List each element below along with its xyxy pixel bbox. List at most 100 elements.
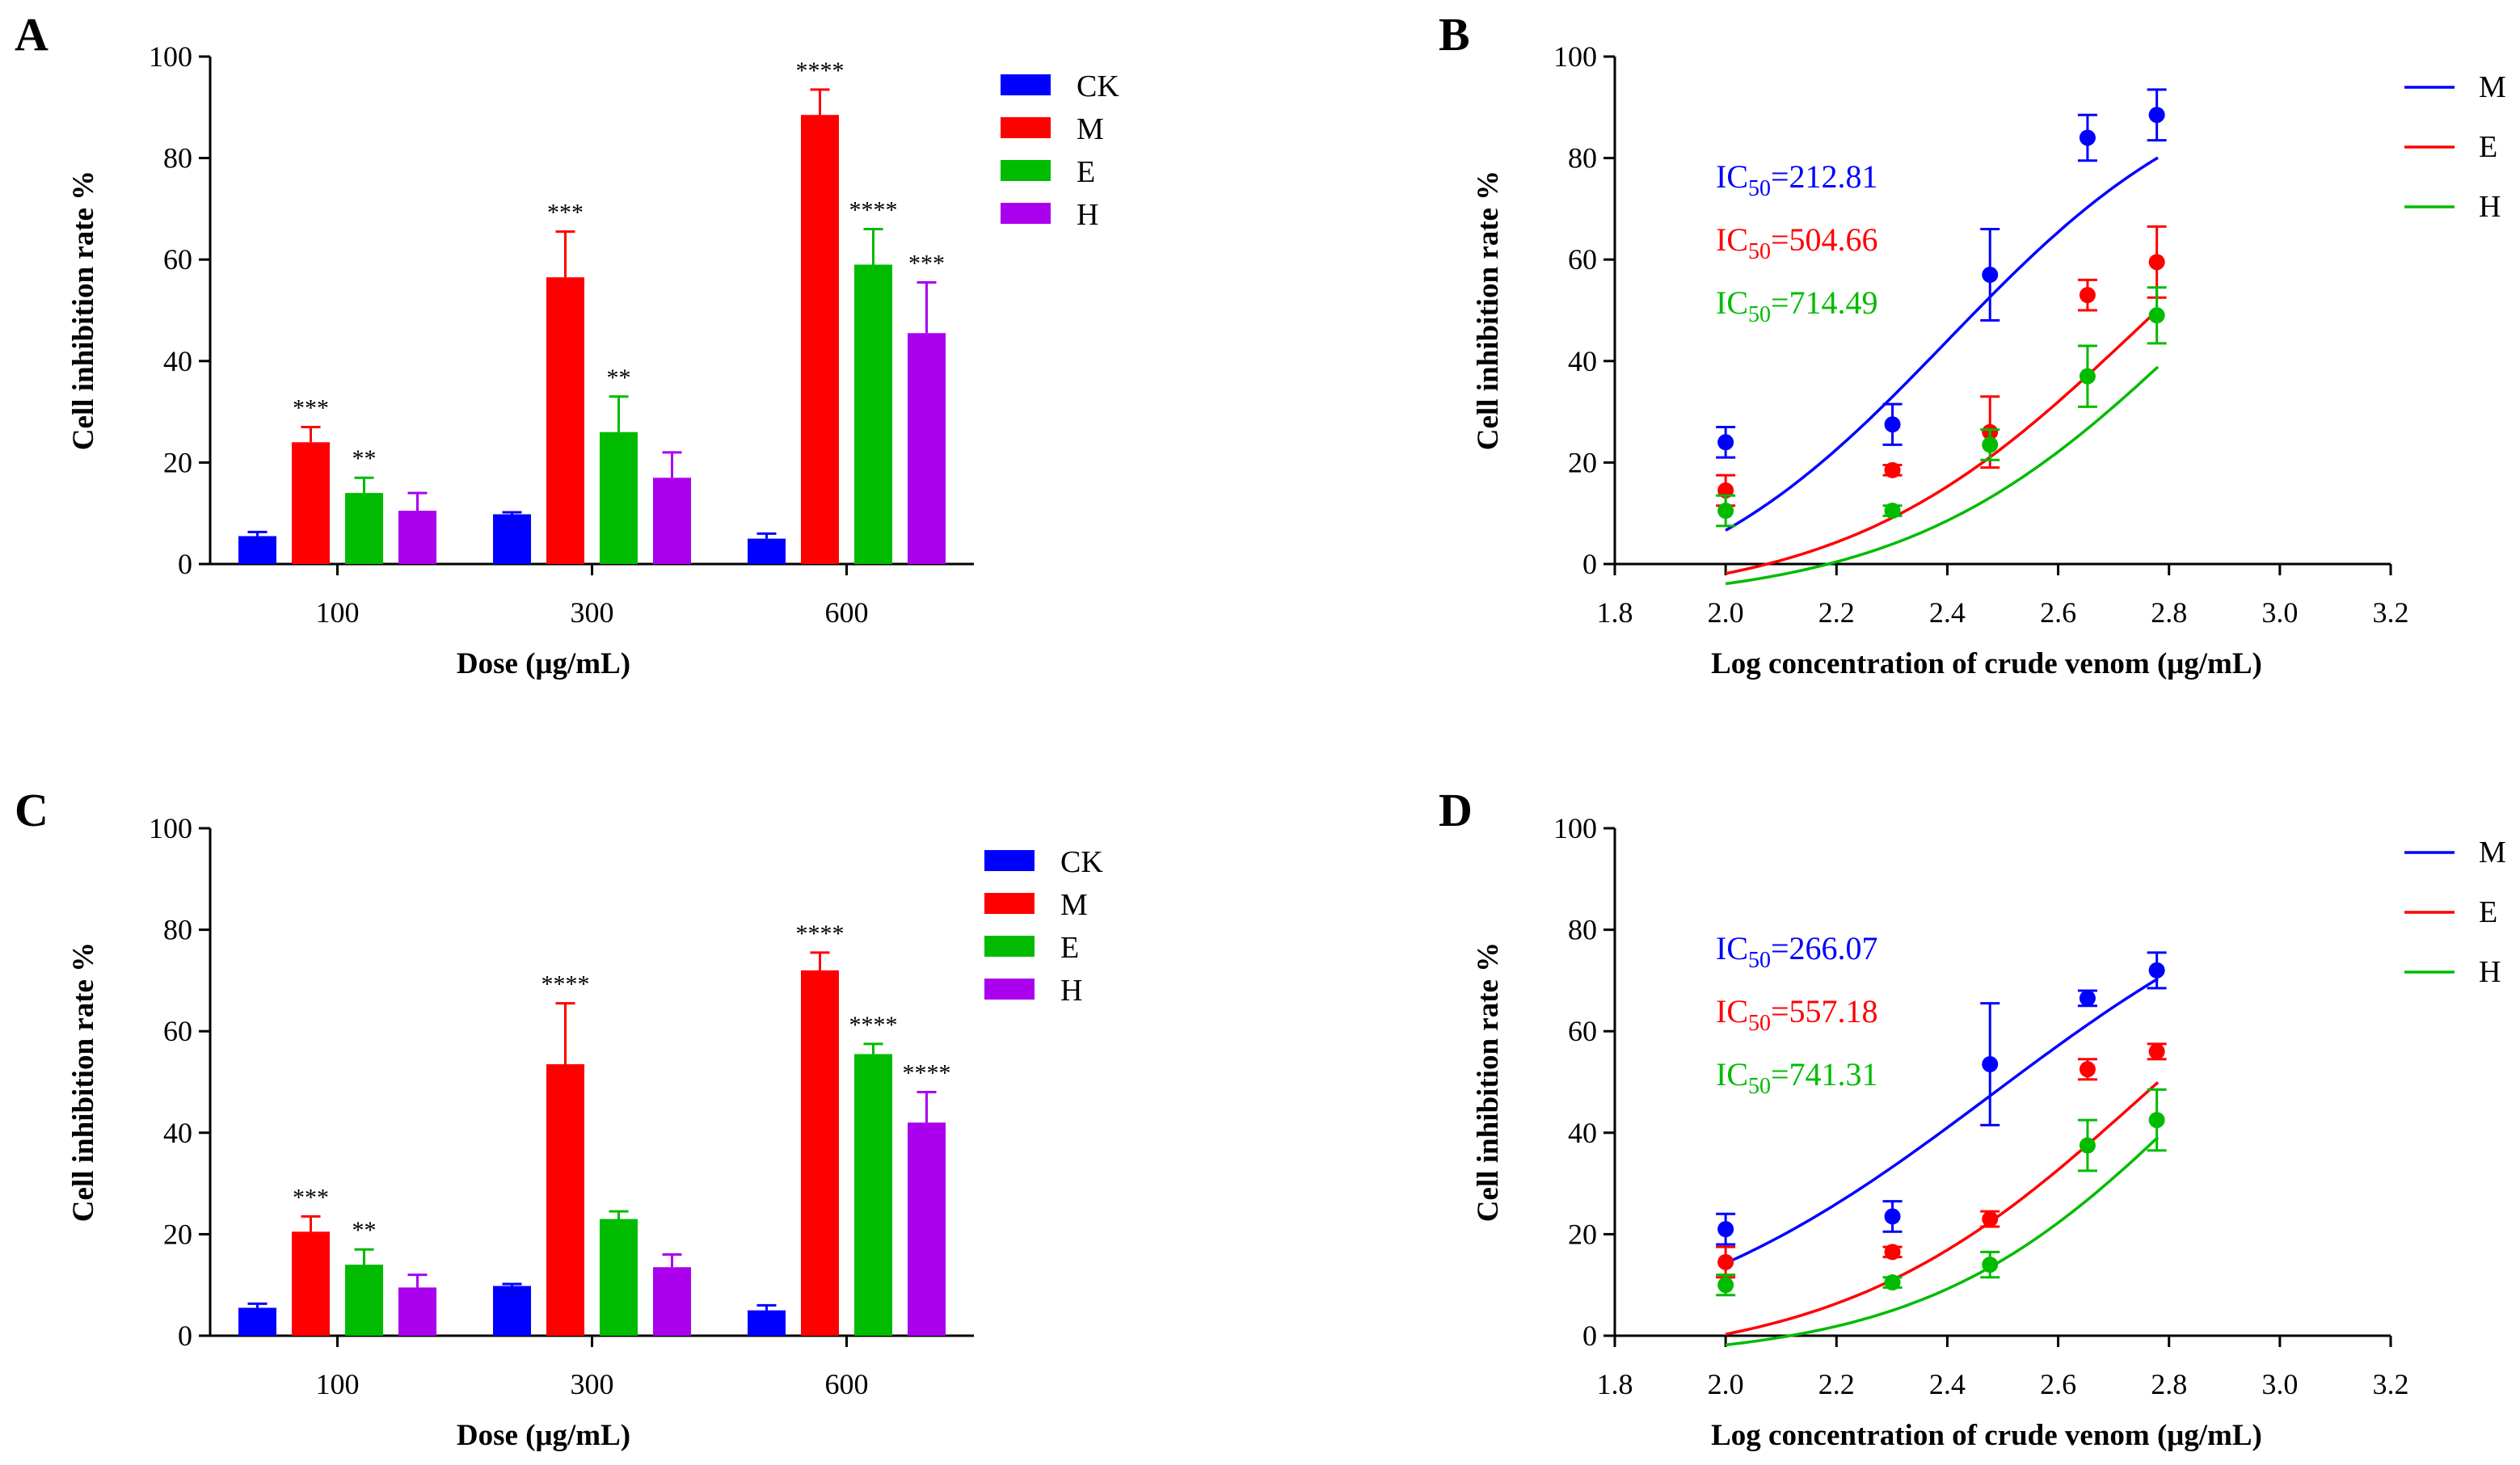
y-tick-label: 40 — [1568, 345, 1597, 377]
x-tick-label: 2.0 — [1708, 596, 1744, 629]
y-axis-title: Cell inhibition rate % — [67, 170, 100, 450]
x-axis-title: Dose (μg/mL) — [457, 1419, 630, 1452]
x-axis-title: Log concentration of crude venom (μg/mL) — [1711, 1419, 2262, 1452]
bar-E-300 — [600, 1219, 638, 1336]
legend-label-M: M — [2479, 70, 2506, 104]
bar-CK-300 — [493, 514, 531, 564]
data-point-M — [1982, 267, 1999, 284]
ic50-prefix: IC — [1716, 284, 1748, 321]
significance-label: **** — [849, 1012, 898, 1038]
fit-curve-H — [1725, 1136, 2160, 1347]
ic50-prefix: IC — [1716, 158, 1748, 195]
legend-label-E: E — [1060, 931, 1079, 965]
bar-H-100 — [398, 1287, 436, 1336]
data-point-H — [2079, 368, 2096, 385]
x-tick-label: 600 — [825, 596, 869, 629]
bar-M-600 — [801, 115, 839, 565]
x-tick-label: 1.8 — [1597, 1368, 1633, 1400]
panel-letter: A — [15, 8, 48, 61]
significance-label: ** — [352, 1217, 377, 1244]
legend-swatch-H — [1001, 203, 1051, 224]
data-point-M — [2079, 990, 2096, 1007]
x-tick-label: 100 — [316, 1368, 360, 1400]
y-tick-label: 60 — [163, 1015, 192, 1047]
y-axis-title: Cell inhibition rate % — [67, 942, 100, 1222]
data-point-E — [1717, 1253, 1734, 1270]
significance-label: *** — [293, 394, 329, 421]
ic50-prefix: IC — [1716, 930, 1748, 966]
bar-CK-100 — [238, 1307, 276, 1336]
data-point-E — [1884, 1244, 1901, 1261]
data-point-E — [2148, 1043, 2165, 1060]
bar-H-300 — [653, 478, 691, 564]
significance-label: *** — [293, 1184, 329, 1210]
bar-E-600 — [854, 1054, 892, 1336]
y-tick-label: 80 — [163, 142, 192, 175]
data-point-M — [2079, 129, 2096, 146]
legend-label-H: H — [1060, 974, 1082, 1008]
significance-label: ** — [607, 364, 631, 391]
significance-label: **** — [542, 971, 590, 998]
data-point-E — [2148, 254, 2165, 271]
fit-curve-M — [1725, 977, 2159, 1265]
x-tick-label: 2.6 — [2040, 1368, 2076, 1400]
y-tick-label: 100 — [149, 40, 192, 73]
fit-curve-M — [1725, 156, 2159, 532]
ic50-value: =212.81 — [1771, 158, 1878, 195]
panel-letter: B — [1439, 8, 1470, 61]
y-tick-label: 80 — [1568, 914, 1597, 946]
ic50-subscript: 50 — [1748, 239, 1771, 264]
ic50-subscript: 50 — [1748, 302, 1771, 327]
fit-curve-E — [1725, 309, 2160, 575]
legend-swatch-CK — [984, 850, 1035, 871]
bar-M-100 — [292, 442, 330, 564]
x-tick-label: 3.0 — [2261, 1368, 2298, 1400]
data-point-E — [1884, 461, 1901, 478]
y-axis-title: Cell inhibition rate % — [1472, 170, 1505, 450]
legend-label-H: H — [1077, 198, 1098, 232]
bar-H-100 — [398, 511, 436, 564]
data-point-M — [1717, 434, 1734, 451]
x-tick-label: 2.8 — [2151, 596, 2187, 629]
bar-M-100 — [292, 1231, 330, 1336]
legend-label-E: E — [2479, 130, 2497, 164]
data-point-M — [2148, 962, 2165, 979]
ic50-label-H: IC50=714.49 — [1716, 284, 1878, 327]
legend-label-CK: CK — [1060, 845, 1103, 879]
panel-letter: C — [15, 784, 48, 836]
data-point-H — [2148, 1112, 2165, 1129]
legend-label-M: M — [2479, 836, 2506, 869]
legend-swatch-M — [984, 893, 1035, 914]
legend-label-M: M — [1060, 888, 1088, 922]
data-point-H — [1982, 1257, 1999, 1273]
x-tick-label: 1.8 — [1597, 596, 1633, 629]
legend-swatch-M — [1001, 117, 1051, 138]
legend-label-H: H — [2479, 955, 2501, 989]
x-tick-label: 2.4 — [1929, 1368, 1966, 1400]
ic50-subscript: 50 — [1748, 1074, 1771, 1099]
ic50-prefix: IC — [1716, 221, 1748, 258]
ic50-label-M: IC50=266.07 — [1716, 930, 1878, 973]
ic50-subscript: 50 — [1748, 948, 1771, 973]
x-tick-label: 2.4 — [1929, 596, 1966, 629]
data-point-E — [2079, 287, 2096, 304]
data-point-H — [1884, 1274, 1901, 1291]
panel-A: A 0 20 40 60 80 100 Cell inhibition rate % 100 **… — [15, 8, 1119, 680]
y-tick-label: 20 — [1568, 1218, 1597, 1250]
panel-B: B 0 20 40 60 80 100 Cell inhibition rate % 1.8 2.… — [1439, 8, 2506, 680]
x-tick-label: 3.0 — [2261, 596, 2298, 629]
x-tick-label: 2.2 — [1818, 596, 1855, 629]
bar-M-300 — [546, 277, 584, 564]
y-tick-label: 40 — [163, 1117, 192, 1149]
ic50-label-H: IC50=741.31 — [1716, 1056, 1878, 1099]
data-point-H — [2079, 1137, 2096, 1154]
x-tick-label: 2.2 — [1818, 1368, 1855, 1400]
data-point-H — [1884, 503, 1901, 520]
bar-H-300 — [653, 1267, 691, 1336]
x-tick-label: 600 — [825, 1368, 869, 1400]
data-point-M — [1884, 416, 1901, 433]
bar-CK-100 — [238, 536, 276, 564]
significance-label: **** — [849, 197, 898, 224]
y-tick-label: 60 — [163, 243, 192, 276]
